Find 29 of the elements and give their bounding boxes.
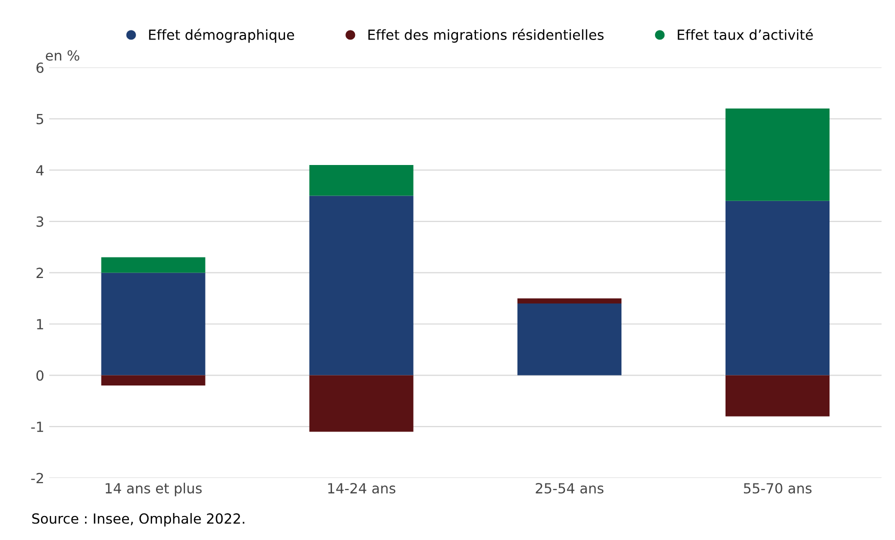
bar: [726, 375, 830, 416]
bar: [101, 257, 206, 273]
legend-label: Effet démographique: [149, 28, 294, 43]
y-tick-label: -2: [31, 472, 43, 484]
bar: [726, 108, 830, 201]
x-tick-label: 14-24 ans: [328, 483, 396, 494]
bar: [101, 272, 206, 376]
y-tick-label: 3: [36, 216, 44, 227]
x-tick-label: 55-70 ans: [744, 483, 812, 494]
y-tick-label: 5: [36, 114, 44, 124]
y-tick-label: 1: [37, 319, 44, 330]
bar: [726, 200, 830, 376]
bar: [101, 375, 206, 386]
bar: [309, 196, 414, 376]
legend-label: Effet taux d’activité: [678, 28, 813, 40]
y-tick-label: 6: [36, 62, 44, 73]
x-tick-label: 14 ans et plus: [106, 482, 202, 496]
y-tick-label: 2: [36, 268, 43, 278]
bar: [309, 375, 414, 432]
y-tick-label: -1: [31, 422, 44, 432]
x-tick-label: 25-54 ans: [536, 483, 604, 494]
y-tick-label: 0: [36, 370, 44, 381]
y-tick-label: 4: [36, 165, 44, 176]
source-note: Source : Insee, Omphale 2022.: [32, 513, 244, 526]
bar: [309, 164, 414, 196]
legend-label: Effet des migrations résidentielles: [368, 28, 604, 43]
bar: [517, 303, 622, 376]
bar: [517, 298, 622, 304]
y-axis-title: en %: [46, 50, 80, 61]
